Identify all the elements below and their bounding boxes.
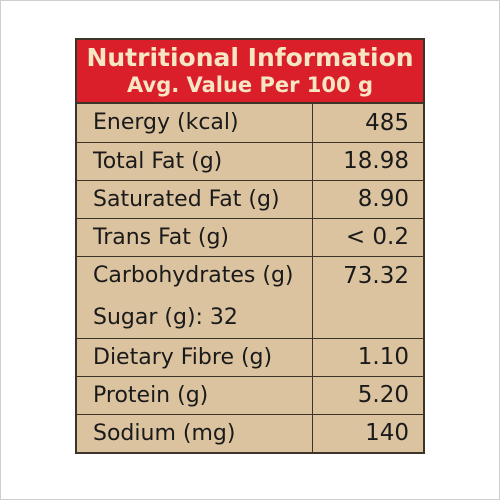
nutrient-sub-label: Sugar (g): 32 — [93, 304, 238, 330]
nutrition-header: Nutritional Information Avg. Value Per 1… — [77, 40, 423, 104]
nutrition-subtitle: Avg. Value Per 100 g — [127, 73, 373, 97]
nutrient-label: Total Fat (g) — [77, 141, 313, 181]
nutrition-title: Nutritional Information — [86, 43, 414, 72]
nutrient-label: Sodium (mg) — [77, 413, 313, 452]
nutrient-label: Protein (g) — [77, 375, 313, 415]
table-row: Energy (kcal) 485 — [77, 104, 423, 143]
table-row: Dietary Fibre (g) 1.10 — [77, 337, 423, 377]
table-row: Carbohydrates (g) Sugar (g): 32 73.32 — [77, 255, 423, 339]
nutrition-panel: Nutritional Information Avg. Value Per 1… — [75, 38, 425, 454]
nutrition-table: Energy (kcal) 485 Total Fat (g) 18.98 Sa… — [77, 104, 423, 452]
table-row: Saturated Fat (g) 8.90 — [77, 179, 423, 219]
nutrient-value: 18.98 — [311, 141, 423, 181]
nutrient-label: Trans Fat (g) — [77, 217, 313, 257]
nutrient-label: Saturated Fat (g) — [77, 179, 313, 219]
nutrient-value: 485 — [311, 104, 423, 143]
nutrient-value: 1.10 — [311, 337, 423, 377]
nutrient-value: 140 — [311, 413, 423, 452]
nutrient-value: 5.20 — [311, 375, 423, 415]
table-row: Protein (g) 5.20 — [77, 375, 423, 415]
nutrient-value: 8.90 — [311, 179, 423, 219]
nutrient-label-cell: Carbohydrates (g) Sugar (g): 32 — [77, 255, 313, 339]
nutrient-label: Energy (kcal) — [77, 104, 313, 143]
nutrient-value: 73.32 — [311, 255, 423, 339]
nutrient-label: Carbohydrates (g) — [93, 262, 294, 288]
table-row: Total Fat (g) 18.98 — [77, 141, 423, 181]
table-row: Trans Fat (g) < 0.2 — [77, 217, 423, 257]
nutrient-label: Dietary Fibre (g) — [77, 337, 313, 377]
table-row: Sodium (mg) 140 — [77, 413, 423, 452]
nutrient-value: < 0.2 — [311, 217, 423, 257]
